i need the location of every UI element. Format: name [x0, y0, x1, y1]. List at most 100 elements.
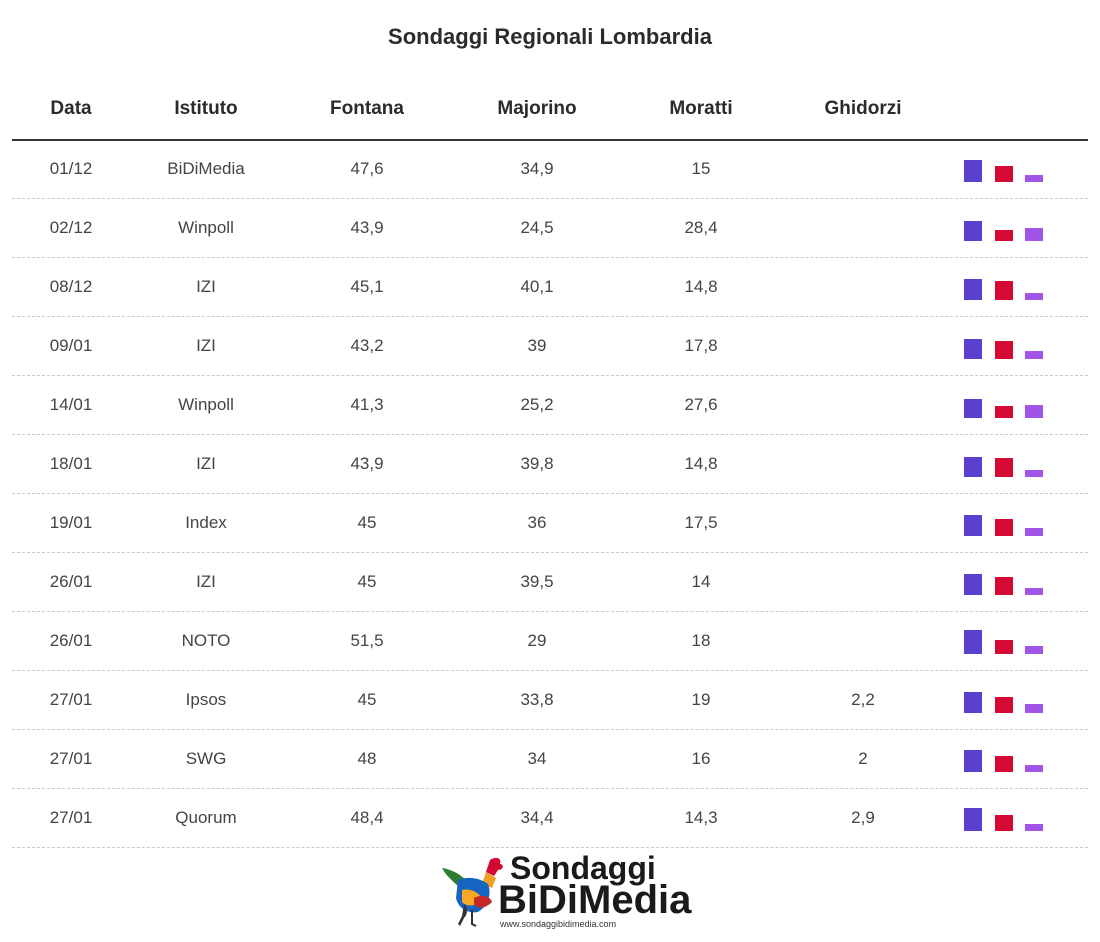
cell-data: 08/12: [49, 277, 93, 296]
table-row: 19/01 Index 45 36 17,5: [12, 494, 1088, 553]
cell-istituto: IZI: [196, 454, 216, 473]
bar-moratti: [1025, 704, 1043, 713]
cell-fontana: 45: [357, 690, 377, 709]
cell-data: 18/01: [49, 454, 93, 473]
cell-moratti: 14,8: [684, 454, 718, 473]
cell-moratti: 14,3: [684, 808, 718, 827]
bar-majorino: [995, 341, 1013, 359]
bar-majorino: [995, 230, 1013, 241]
bar-fontana: [964, 515, 982, 536]
table-row: 27/01 SWG 48 34 16 2: [12, 730, 1088, 789]
bar-fontana: [964, 692, 982, 713]
cell-moratti: 18: [691, 631, 711, 650]
table-row: 26/01 NOTO 51,5 29 18: [12, 612, 1088, 671]
table-row: 08/12 IZI 45,1 40,1 14,8: [12, 258, 1088, 317]
bar-majorino: [995, 519, 1013, 536]
cell-istituto: Winpoll: [178, 218, 234, 237]
bar-majorino: [995, 815, 1013, 831]
row-bar-chart: [964, 612, 1054, 670]
cell-istituto: NOTO: [181, 631, 231, 650]
table-row: 26/01 IZI 45 39,5 14: [12, 553, 1088, 612]
row-bar-chart: [964, 553, 1054, 611]
bar-moratti: [1025, 228, 1043, 241]
table-body: 01/12 BiDiMedia 47,6 34,9 15 02/12 Winpoll 43,9…: [12, 140, 1088, 848]
table-row: 18/01 IZI 43,9 39,8 14,8: [12, 435, 1088, 494]
table-row: 01/12 BiDiMedia 47,6 34,9 15: [12, 140, 1088, 199]
cell-majorino: 34,4: [520, 808, 554, 827]
column-header-moratti: Moratti: [669, 98, 733, 119]
column-header-majorino: Majorino: [497, 98, 577, 119]
table-row: 09/01 IZI 43,2 39 17,8: [12, 317, 1088, 376]
cell-fontana: 45: [357, 513, 377, 532]
bar-moratti: [1025, 646, 1043, 654]
row-bar-chart: [964, 789, 1054, 847]
bar-moratti: [1025, 405, 1043, 418]
table-row: 27/01 Quorum 48,4 34,4 14,3 2,9: [12, 789, 1088, 848]
cell-istituto: SWG: [185, 749, 227, 768]
cell-istituto: Quorum: [175, 808, 237, 827]
bar-majorino: [995, 756, 1013, 772]
cell-majorino: 39,8: [520, 454, 554, 473]
cell-majorino: 24,5: [520, 218, 554, 237]
bar-majorino: [995, 577, 1013, 595]
cell-majorino: 33,8: [520, 690, 554, 709]
table-row: 27/01 Ipsos 45 33,8 19 2,2: [12, 671, 1088, 730]
row-bar-chart: [964, 671, 1054, 729]
cell-data: 01/12: [49, 159, 93, 178]
column-header-istituto: Istituto: [174, 98, 238, 119]
cell-data: 19/01: [49, 513, 93, 532]
row-bar-chart: [964, 376, 1054, 434]
cell-data: 27/01: [49, 808, 93, 827]
table-header: Data Istituto Fontana Majorino Moratti G…: [12, 90, 1088, 141]
bar-fontana: [964, 808, 982, 831]
bar-fontana: [964, 630, 982, 654]
row-bar-chart: [964, 199, 1054, 257]
cell-data: 09/01: [49, 336, 93, 355]
row-bar-chart: [964, 140, 1054, 198]
bar-fontana: [964, 339, 982, 359]
cell-ghidorzi: 2: [858, 749, 868, 768]
bar-fontana: [964, 457, 982, 477]
bar-fontana: [964, 160, 982, 182]
cell-moratti: 17,8: [684, 336, 718, 355]
bar-fontana: [964, 279, 982, 300]
row-bar-chart: [964, 730, 1054, 788]
row-bar-chart: [964, 435, 1054, 493]
cell-fontana: 48,4: [350, 808, 384, 827]
cell-fontana: 41,3: [350, 395, 384, 414]
row-bar-chart: [964, 317, 1054, 375]
cell-majorino: 39,5: [520, 572, 554, 591]
logo-line-1: Sondaggi: [510, 850, 656, 886]
cell-majorino: 36: [527, 513, 547, 532]
cell-moratti: 17,5: [684, 513, 718, 532]
cell-istituto: IZI: [196, 572, 216, 591]
cell-ghidorzi: 2,2: [851, 690, 875, 709]
logo-line-2: BiDiMedia: [498, 878, 692, 922]
cell-fontana: 43,9: [350, 218, 384, 237]
bar-fontana: [964, 750, 982, 772]
bar-majorino: [995, 458, 1013, 477]
bar-majorino: [995, 281, 1013, 300]
cell-moratti: 28,4: [684, 218, 718, 237]
row-bar-chart: [964, 258, 1054, 316]
cell-istituto: Winpoll: [178, 395, 234, 414]
bar-majorino: [995, 406, 1013, 418]
cell-moratti: 19: [691, 690, 711, 709]
cell-moratti: 14: [691, 572, 711, 591]
cell-istituto: Ipsos: [185, 690, 227, 709]
cell-majorino: 25,2: [520, 395, 554, 414]
bar-moratti: [1025, 470, 1043, 477]
cell-majorino: 34,9: [520, 159, 554, 178]
bar-fontana: [964, 221, 982, 241]
bar-moratti: [1025, 824, 1043, 831]
bar-moratti: [1025, 175, 1043, 182]
cell-istituto: Index: [185, 513, 227, 532]
cell-istituto: IZI: [196, 336, 216, 355]
cell-moratti: 15: [691, 159, 711, 178]
cell-fontana: 45,1: [350, 277, 384, 296]
rooster-icon: [442, 857, 503, 927]
bar-majorino: [995, 166, 1013, 182]
cell-fontana: 43,2: [350, 336, 384, 355]
cell-istituto: BiDiMedia: [167, 159, 245, 178]
table-row: 14/01 Winpoll 41,3 25,2 27,6: [12, 376, 1088, 435]
